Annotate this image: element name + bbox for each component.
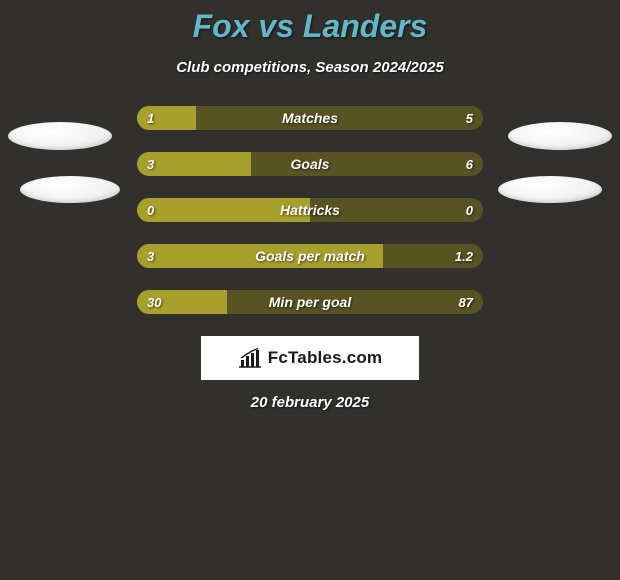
date-label: 20 february 2025 [0, 394, 620, 411]
stat-label: Goals [137, 152, 483, 176]
player-right-avatar-placeholder-1 [508, 122, 612, 150]
fctables-logo: FcTables.com [201, 336, 419, 380]
bar-chart-icon [238, 348, 262, 368]
stat-bar: 36Goals [137, 152, 483, 176]
player-left-avatar-placeholder-1 [8, 122, 112, 150]
logo-text: FcTables.com [268, 348, 383, 368]
stat-label: Hattricks [137, 198, 483, 222]
stat-label: Min per goal [137, 290, 483, 314]
comparison-bars: 15Matches 36Goals 00Hattricks 31.2Goals per… [137, 106, 483, 314]
stat-bar: 00Hattricks [137, 198, 483, 222]
stat-label: Goals per match [137, 244, 483, 268]
stat-label: Matches [137, 106, 483, 130]
subtitle: Club competitions, Season 2024/2025 [0, 59, 620, 76]
player-left-avatar-placeholder-2 [20, 176, 120, 203]
stat-bar: 15Matches [137, 106, 483, 130]
player-right-avatar-placeholder-2 [498, 176, 602, 203]
stat-bar: 31.2Goals per match [137, 244, 483, 268]
page-title: Fox vs Landers [0, 0, 620, 45]
stat-bar: 3087Min per goal [137, 290, 483, 314]
